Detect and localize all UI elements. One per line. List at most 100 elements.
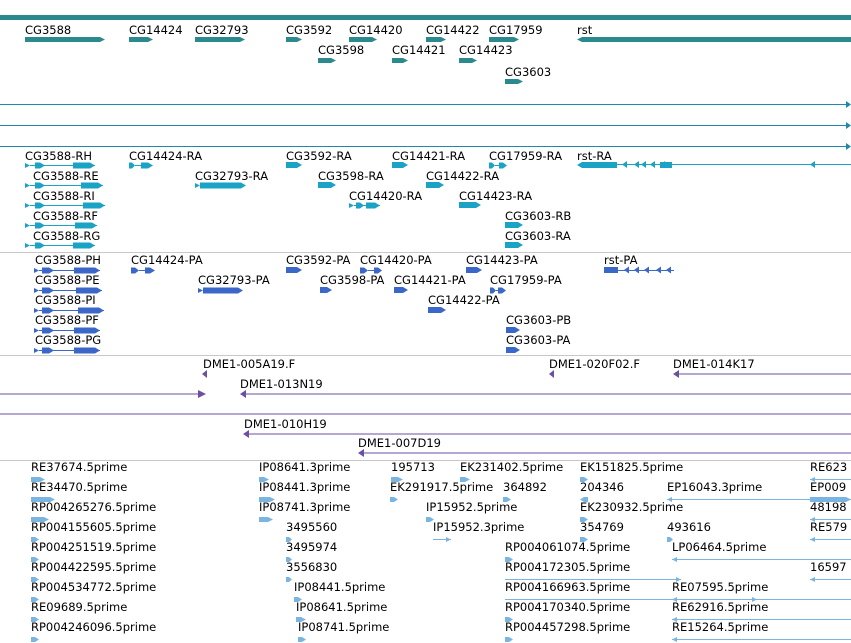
clone-span[interactable] [249, 433, 851, 435]
protein-model[interactable] [506, 327, 520, 333]
protein-model[interactable] [286, 267, 302, 273]
transcript-model[interactable] [499, 162, 507, 169]
transcript-model[interactable] [35, 162, 45, 169]
est-glyph[interactable] [296, 617, 306, 622]
est-glyph[interactable] [31, 517, 49, 522]
protein-model[interactable] [203, 287, 243, 294]
transcript-model[interactable] [35, 242, 45, 249]
est-span[interactable] [672, 559, 851, 560]
protein-model[interactable] [42, 287, 54, 294]
transcript-model[interactable] [505, 242, 523, 248]
protein-model[interactable] [498, 287, 506, 294]
est-glyph[interactable] [31, 637, 39, 642]
est-glyph[interactable] [298, 637, 306, 642]
protein-model[interactable] [131, 267, 139, 274]
transcript-model[interactable] [129, 162, 135, 169]
protein-model[interactable] [428, 307, 446, 313]
est-span[interactable] [810, 539, 851, 540]
transcript-model[interactable] [200, 182, 246, 189]
protein-model[interactable] [74, 267, 100, 274]
gene-cg3588[interactable] [25, 37, 105, 42]
est-glyph[interactable] [580, 517, 588, 522]
transcript-model[interactable] [83, 202, 105, 209]
transcript-model[interactable] [35, 202, 45, 209]
gene-rst[interactable] [577, 37, 851, 42]
gene-cg32793[interactable] [195, 37, 245, 42]
gene-cg3598[interactable] [318, 58, 336, 63]
gene-cg14420[interactable] [349, 37, 377, 42]
transcript-model[interactable] [505, 222, 523, 228]
protein-model[interactable] [42, 267, 54, 274]
transcript-model[interactable] [356, 202, 364, 209]
est-glyph[interactable] [580, 497, 588, 502]
est-glyph[interactable] [390, 497, 398, 502]
gene-cg3592[interactable] [286, 37, 302, 42]
est-span[interactable] [672, 619, 851, 620]
clone-span[interactable] [0, 413, 851, 415]
protein-model[interactable] [74, 347, 100, 354]
transcript-model[interactable] [489, 162, 495, 169]
protein-model[interactable] [320, 287, 332, 293]
protein-model[interactable] [78, 307, 104, 314]
est-span[interactable] [505, 579, 681, 580]
clone-end[interactable] [202, 370, 207, 378]
transcript-model[interactable] [35, 222, 45, 229]
protein-model[interactable] [76, 287, 102, 294]
est-glyph[interactable] [286, 537, 292, 542]
est-glyph[interactable] [31, 477, 45, 482]
protein-model[interactable] [74, 327, 100, 334]
est-glyph[interactable] [391, 477, 403, 482]
clone-span[interactable] [246, 393, 851, 395]
est-glyph[interactable] [810, 497, 851, 502]
est-glyph[interactable] [426, 517, 434, 522]
clone-span[interactable] [0, 393, 205, 395]
protein-model[interactable] [466, 267, 482, 273]
transcript-model[interactable] [426, 182, 444, 188]
protein-model[interactable] [506, 347, 520, 353]
est-span[interactable] [810, 519, 851, 520]
est-glyph[interactable] [31, 497, 55, 502]
est-glyph[interactable] [580, 537, 588, 542]
est-span[interactable] [810, 479, 851, 480]
gene-cg14424[interactable] [129, 37, 153, 42]
est-glyph[interactable] [31, 537, 39, 542]
transcript-model[interactable] [459, 202, 481, 208]
transcript-model[interactable] [141, 162, 153, 169]
est-glyph[interactable] [31, 617, 39, 622]
protein-model[interactable] [394, 287, 408, 293]
est-span[interactable] [810, 579, 851, 580]
est-span[interactable] [672, 599, 851, 600]
est-glyph[interactable] [31, 577, 39, 582]
gene-cg3603[interactable] [505, 79, 523, 84]
est-glyph[interactable] [294, 597, 302, 602]
gene-cg14423[interactable] [459, 58, 477, 63]
transcript-model[interactable] [73, 162, 95, 169]
est-glyph[interactable] [505, 557, 513, 562]
est-glyph[interactable] [503, 497, 511, 502]
transcript-model[interactable] [366, 202, 380, 209]
protein-model[interactable] [490, 287, 496, 294]
protein-model[interactable] [42, 307, 54, 314]
est-glyph[interactable] [259, 497, 275, 502]
est-span[interactable] [672, 639, 851, 640]
est-glyph[interactable] [286, 577, 292, 582]
transcript-model[interactable] [75, 222, 97, 229]
est-glyph[interactable] [505, 637, 513, 642]
transcript-model[interactable] [73, 242, 95, 249]
protein-model[interactable] [42, 347, 54, 354]
transcript-model[interactable] [392, 162, 408, 168]
est-glyph[interactable] [286, 557, 292, 562]
gene-cg14422[interactable] [426, 37, 446, 42]
est-glyph[interactable] [31, 597, 39, 602]
transcript-model[interactable] [577, 162, 617, 168]
est-span[interactable] [667, 499, 851, 500]
protein-model[interactable] [145, 267, 155, 274]
clone-end[interactable] [549, 370, 554, 378]
est-glyph[interactable] [580, 477, 588, 482]
clone-span[interactable] [364, 452, 851, 454]
est-glyph[interactable] [259, 517, 273, 522]
clone-span[interactable] [679, 373, 851, 375]
transcript-model[interactable] [81, 182, 103, 189]
est-glyph[interactable] [667, 537, 673, 542]
